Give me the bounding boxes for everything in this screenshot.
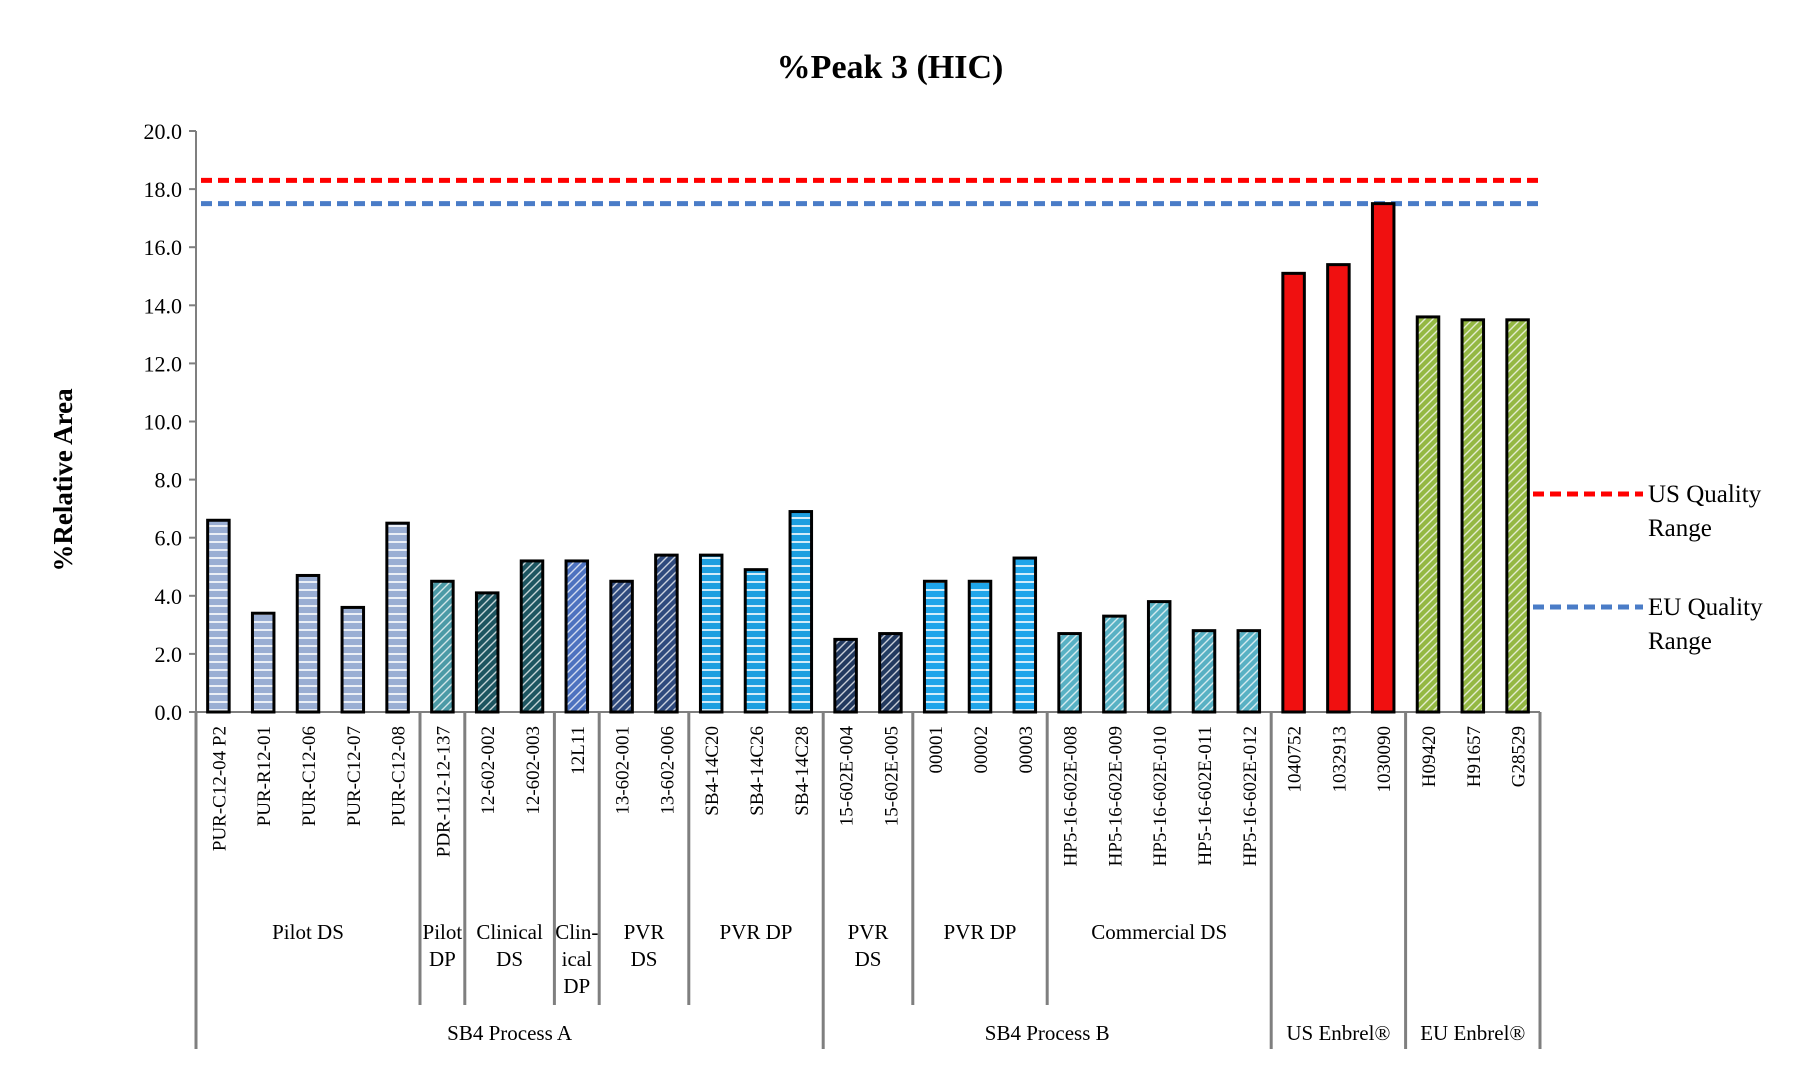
x-tick-label: 00001 [926,726,947,774]
subgroup-label: Pilot DP [423,920,463,971]
bar [1191,629,1217,714]
bar [340,605,366,714]
x-tick-label: H09420 [1419,726,1440,787]
bar [833,637,858,714]
x-tick-label: PUR-C12-07 [344,726,365,826]
subgroup-label: PVR DP [944,920,1017,944]
x-tick-label: 12-602-003 [523,726,544,815]
x-tick-label: 13-602-006 [657,726,678,815]
x-tick-label: PUR-R12-01 [254,726,275,826]
subgroup-label: Clin-ical DP [555,920,598,998]
x-tick-label: 13-602-001 [613,726,634,815]
bar [1146,600,1172,714]
bar [609,579,634,714]
x-tick-label: SB4-14C28 [792,726,813,816]
bar [1236,629,1262,714]
bar [206,518,231,714]
x-tick-label: 15-602E-005 [881,726,902,826]
group-label: SB4 Process A [447,1021,573,1045]
y-tick-label: 16.0 [144,235,183,260]
bar [1057,632,1082,714]
bar [564,559,590,714]
bar [1102,614,1127,714]
x-tick-label: 15-602E-004 [837,726,858,827]
group-label: EU Enbrel® [1420,1021,1525,1045]
x-tick-label: SB4-14C20 [702,726,723,816]
bar [1460,318,1486,714]
bar [743,568,769,714]
x-tick-label: 12-602-002 [478,726,499,815]
bar [922,579,948,714]
y-tick-label: 4.0 [155,584,183,609]
bar [1415,315,1441,714]
y-tick-label: 12.0 [144,351,183,376]
x-tick-label: HP5-16-602E-012 [1240,726,1261,866]
x-tick-label: 1030090 [1374,726,1395,793]
x-tick-label: HP5-16-602E-008 [1061,726,1082,866]
bars [206,202,1530,714]
x-tick-label: G28529 [1509,726,1530,787]
x-tick-label: HP5-16-602E-009 [1105,726,1126,866]
x-tick-label: 00002 [971,726,992,774]
x-tick-label: 00003 [1016,726,1037,774]
bar [519,559,545,714]
subgroup-label: PVR DP [720,920,793,944]
bar [1326,263,1351,714]
y-tick-label: 20.0 [144,119,183,144]
y-tick-label: 14.0 [144,293,183,318]
bar [385,521,410,714]
group-label: SB4 Process B [985,1021,1110,1045]
y-axis-label: %Relative Area [48,388,78,572]
bar [967,579,993,714]
bar [698,553,724,714]
x-tick-label: HP5-16-602E-011 [1195,726,1216,866]
chart-title: %Peak 3 (HIC) [777,49,1004,86]
y-tick-label: 18.0 [144,177,183,202]
x-tick-label: PUR-C12-04 P2 [209,726,230,851]
x-tick-label: PDR-112-12-137 [433,726,454,857]
x-tick-label: 12L11 [568,726,589,775]
y-tick-label: 10.0 [144,410,183,435]
x-tick-label: PUR-C12-06 [299,726,320,826]
y-tick-label: 0.0 [155,700,183,725]
category-labels: PUR-C12-04 P2 PUR-R12-01 PUR-C12-06 PUR-C12… [209,726,1529,867]
legend-label: EU Quality Range [1648,594,1763,655]
subgroup-label: Commercial DS [1091,920,1227,944]
bar [295,573,321,714]
bar [878,632,903,714]
y-tick-label: 8.0 [155,468,183,493]
subgroup-label: PVR DS [624,920,665,971]
reference-lines [201,177,1540,207]
subgroup-label: PVR DS [848,920,889,971]
group-label: US Enbrel® [1286,1021,1390,1045]
bar [430,579,455,714]
bar [1505,318,1530,714]
x-tick-label: 1032913 [1329,726,1350,793]
x-tick-label: H91657 [1464,726,1485,787]
bar [1281,271,1306,714]
group-labels: Pilot DS Pilot DP Clinical DS Clin-ical DP PVR D… [194,712,1542,1049]
bar [250,611,276,714]
y-tick-label: 6.0 [155,526,183,551]
bar [1012,556,1038,714]
x-tick-label: 1040752 [1285,726,1306,793]
y-tick-label: 2.0 [155,642,183,667]
x-tick-label: HP5-16-602E-010 [1150,726,1171,866]
x-tick-label: SB4-14C26 [747,726,768,816]
bar [788,510,814,714]
subgroup-label: Clinical DS [476,920,543,971]
x-tick-label: PUR-C12-08 [389,726,410,826]
legend-label: US Quality Range [1648,481,1762,542]
bar [1370,202,1396,714]
subgroup-label: Pilot DS [272,920,344,944]
bar [474,591,500,714]
legend: US Quality Range EU Quality Range [1533,481,1763,655]
bar [654,553,679,714]
